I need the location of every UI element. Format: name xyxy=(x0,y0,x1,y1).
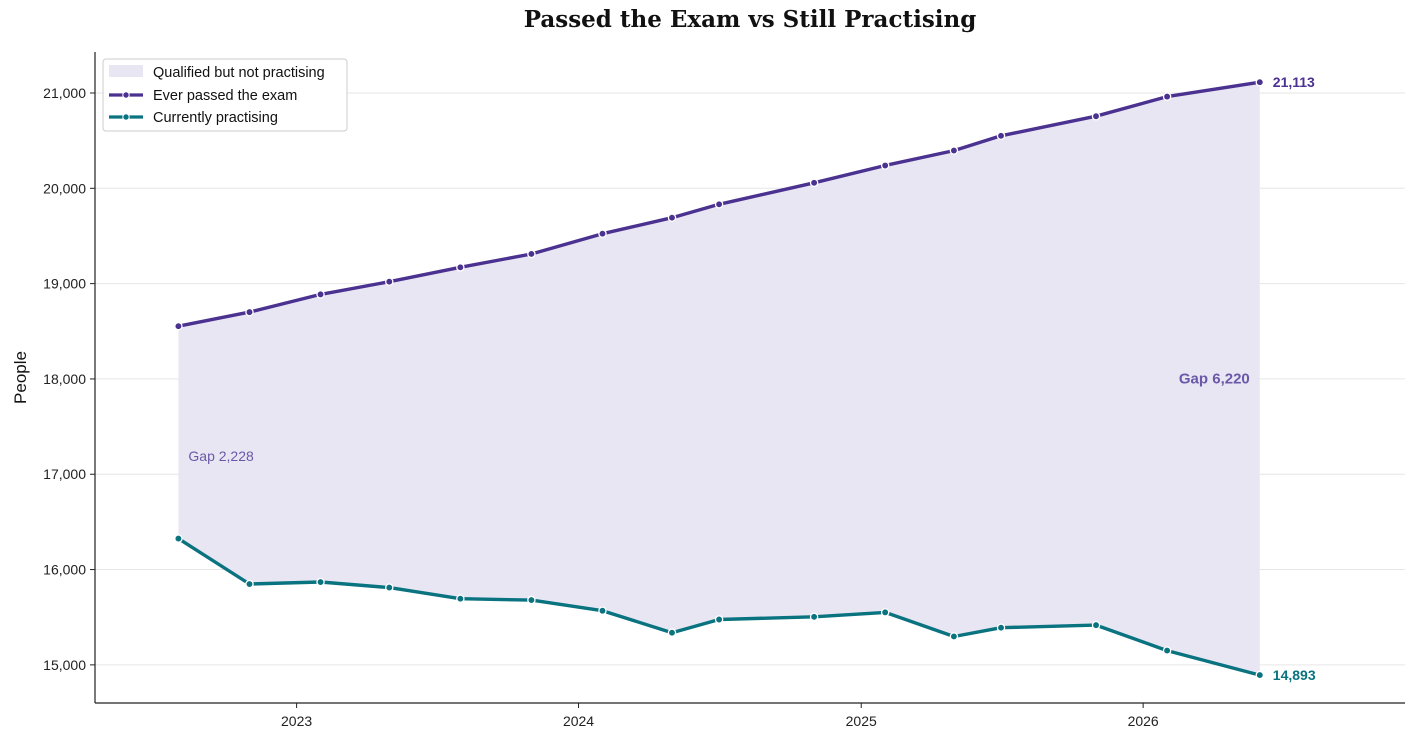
data-point xyxy=(667,213,677,222)
legend-label-series: Ever passed the exam xyxy=(153,88,297,104)
data-point xyxy=(385,583,394,592)
axes xyxy=(94,52,1405,704)
data-point xyxy=(996,131,1006,141)
start-gap-label: Gap 2,228 xyxy=(188,448,254,464)
y-tick-label: 19,000 xyxy=(43,276,86,292)
data-point xyxy=(598,229,607,238)
legend-label-fill: Qualified but not practising xyxy=(153,65,325,81)
data-point xyxy=(1091,111,1101,121)
legend-box xyxy=(102,58,348,132)
data-point xyxy=(245,579,254,589)
chart-title: Passed the Exam vs Still Practising xyxy=(523,6,977,33)
y-axis-label: People xyxy=(11,351,30,404)
gap-area xyxy=(178,82,1260,676)
data-point xyxy=(667,628,677,637)
data-point xyxy=(316,577,325,587)
data-point xyxy=(245,307,254,317)
data-point xyxy=(1162,92,1172,101)
x-tick-label: 2024 xyxy=(563,713,594,729)
series-lines xyxy=(177,80,1261,677)
x-tick-label: 2025 xyxy=(846,713,877,729)
legend-swatch-marker xyxy=(122,91,130,99)
legend: Qualified but not practising Ever passed … xyxy=(102,58,348,132)
data-point xyxy=(880,161,890,170)
data-point xyxy=(1162,646,1172,655)
y-tick-label: 16,000 xyxy=(43,562,86,578)
end-gap-label: Gap 6,220 xyxy=(1179,371,1250,388)
data-point xyxy=(598,606,607,615)
data-point xyxy=(1255,77,1265,87)
data-point xyxy=(456,263,465,272)
data-point xyxy=(527,595,536,605)
data-point xyxy=(949,632,959,641)
end-value-ever-passed: 21,113 xyxy=(1273,74,1315,90)
end-value-currently-practising: 14,893 xyxy=(1273,667,1316,683)
y-tick-label: 21,000 xyxy=(43,85,86,101)
data-point xyxy=(456,594,465,603)
data-point xyxy=(996,623,1006,632)
series-markers xyxy=(174,77,1265,680)
series-line-1 xyxy=(178,80,1261,328)
data-point xyxy=(1091,620,1101,630)
data-point xyxy=(880,608,890,617)
data-point xyxy=(1255,670,1265,680)
data-point xyxy=(527,249,536,259)
data-point xyxy=(385,277,394,286)
x-tick-label: 2023 xyxy=(281,713,312,729)
y-tick-label: 15,000 xyxy=(43,657,86,673)
tick-labels: 15,000 16,000 17,000 18,000 19,000 20,000 21,0… xyxy=(11,85,1159,729)
data-point xyxy=(949,146,959,155)
data-point xyxy=(809,612,819,622)
data-point xyxy=(809,178,819,188)
data-point xyxy=(714,200,724,209)
data-point xyxy=(714,615,724,624)
data-point xyxy=(316,290,325,299)
x-tick-label: 2026 xyxy=(1128,713,1159,729)
data-point xyxy=(174,534,183,543)
y-tick-label: 17,000 xyxy=(43,466,86,482)
annotations: Gap 2,228 Gap 6,220 21,113 14,893 xyxy=(188,74,1315,683)
legend-swatch-marker xyxy=(122,113,130,121)
series-line-2 xyxy=(177,537,1261,677)
y-tick-label: 18,000 xyxy=(43,371,86,387)
legend-swatch-fill xyxy=(109,65,143,77)
y-tick-label: 20,000 xyxy=(43,180,86,196)
data-point xyxy=(174,321,183,331)
legend-label-series: Currently practising xyxy=(153,110,278,126)
